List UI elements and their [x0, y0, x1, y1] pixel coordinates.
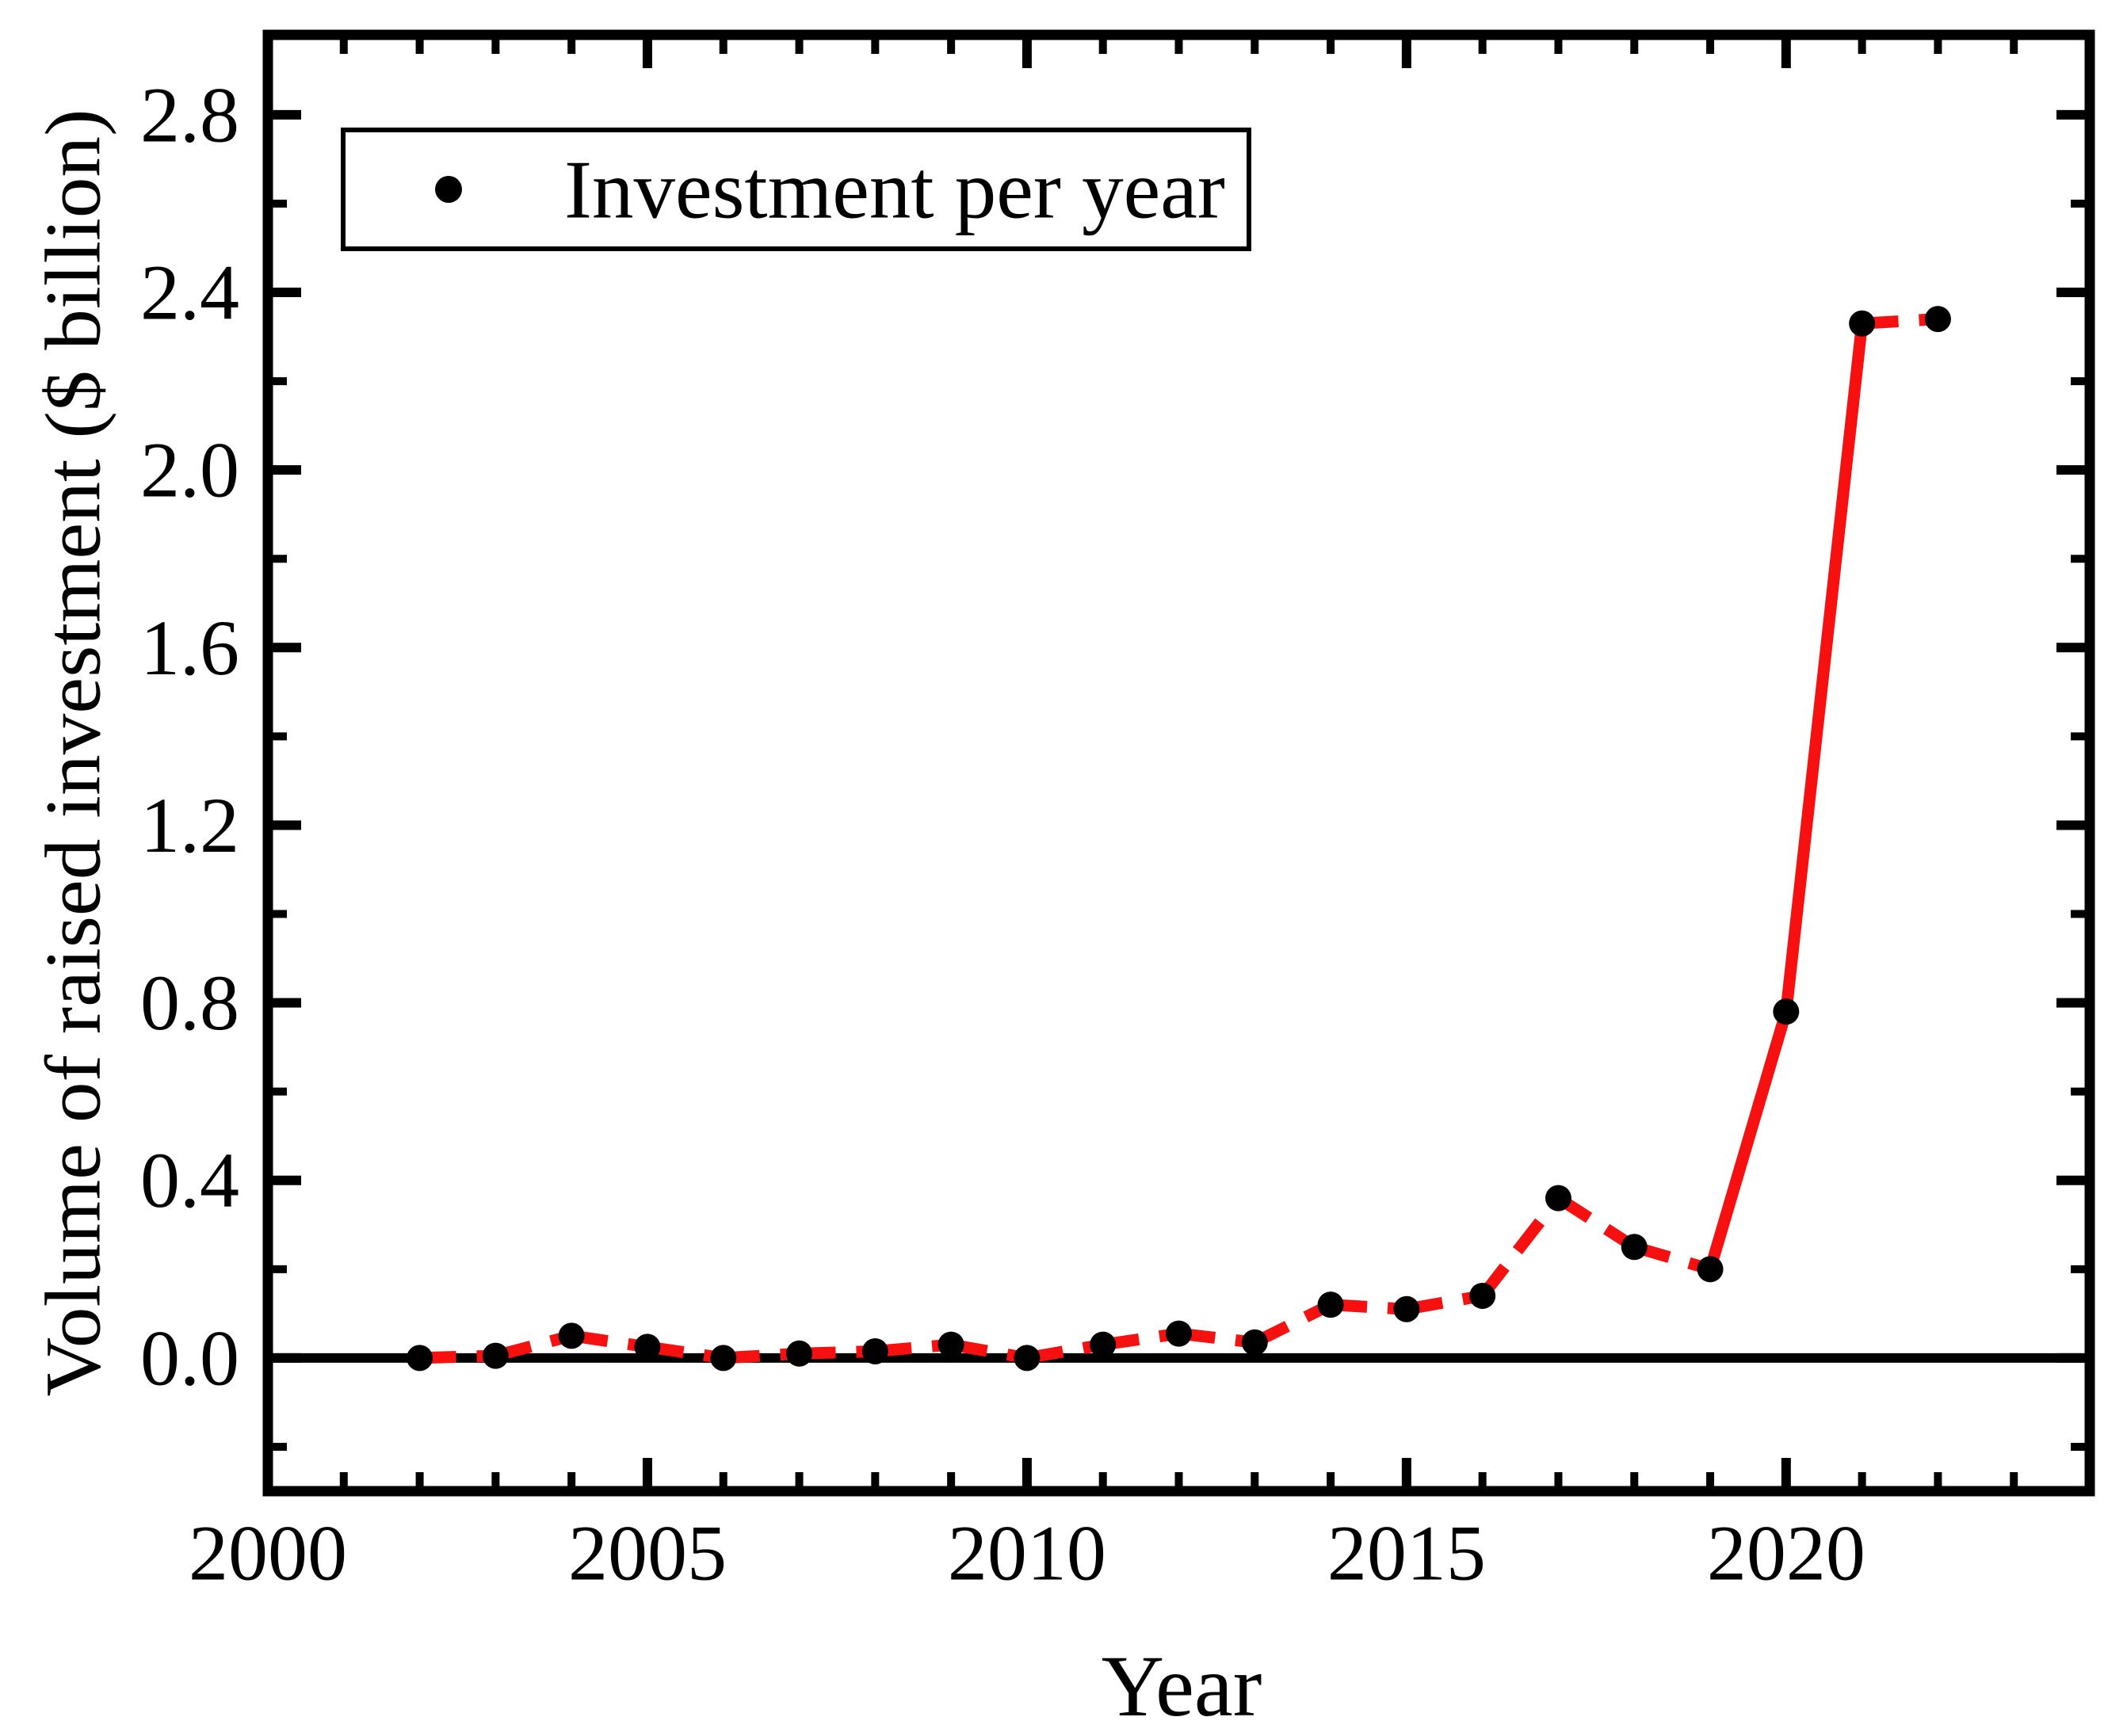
y-tick-label: 2.4 — [140, 249, 239, 337]
data-point — [861, 1337, 888, 1364]
series-line-segment — [1780, 322, 1869, 1013]
data-point — [558, 1322, 585, 1349]
y-axis-title: Volume of raised investment ($ billion) — [29, 109, 117, 1397]
data-point — [482, 1342, 509, 1369]
plot-area-border — [262, 29, 2095, 1497]
y-tick-label: 2.0 — [140, 426, 239, 514]
data-point — [1469, 1282, 1496, 1309]
x-tick-label: 2005 — [568, 1509, 727, 1597]
series-line-segment — [1555, 1192, 1638, 1253]
data-point — [1621, 1234, 1648, 1261]
y-tick-label: 1.2 — [140, 781, 239, 869]
y-tick-label: 0.4 — [140, 1136, 239, 1224]
data-point — [1090, 1331, 1117, 1358]
data-point — [1166, 1320, 1192, 1347]
data-point — [634, 1333, 661, 1360]
x-axis-title: Year — [1102, 1638, 1262, 1732]
series-line-segment — [1632, 1241, 1713, 1276]
data-point — [407, 1345, 433, 1372]
y-tick-label: 0.8 — [140, 959, 239, 1047]
x-tick-label: 2020 — [1707, 1509, 1865, 1597]
legend-marker-icon — [435, 176, 462, 203]
data-point — [1014, 1345, 1041, 1372]
data-point — [1393, 1295, 1420, 1322]
data-point — [1545, 1185, 1571, 1211]
data-point — [1697, 1256, 1724, 1283]
y-tick-label: 0.0 — [140, 1314, 239, 1402]
series-line-segment — [1251, 1299, 1334, 1348]
y-tick-label: 2.8 — [140, 71, 239, 158]
data-point — [1849, 310, 1876, 337]
series-line-segment — [494, 1330, 574, 1362]
data-point — [1241, 1329, 1268, 1356]
x-tick-label: 2000 — [189, 1509, 347, 1597]
data-point — [1317, 1292, 1344, 1318]
series-line-segment — [1704, 1009, 1793, 1271]
data-point — [786, 1340, 813, 1367]
data-point — [710, 1345, 737, 1372]
data-point — [1924, 306, 1951, 333]
x-tick-label: 2015 — [1327, 1509, 1486, 1597]
x-tick-label: 2010 — [948, 1509, 1106, 1597]
legend-box — [341, 128, 1251, 251]
legend-label: Investment per year — [564, 143, 1225, 236]
y-tick-label: 1.6 — [140, 604, 239, 692]
series-line-segment — [1477, 1194, 1564, 1300]
data-point — [1773, 998, 1800, 1025]
data-point — [937, 1331, 964, 1358]
